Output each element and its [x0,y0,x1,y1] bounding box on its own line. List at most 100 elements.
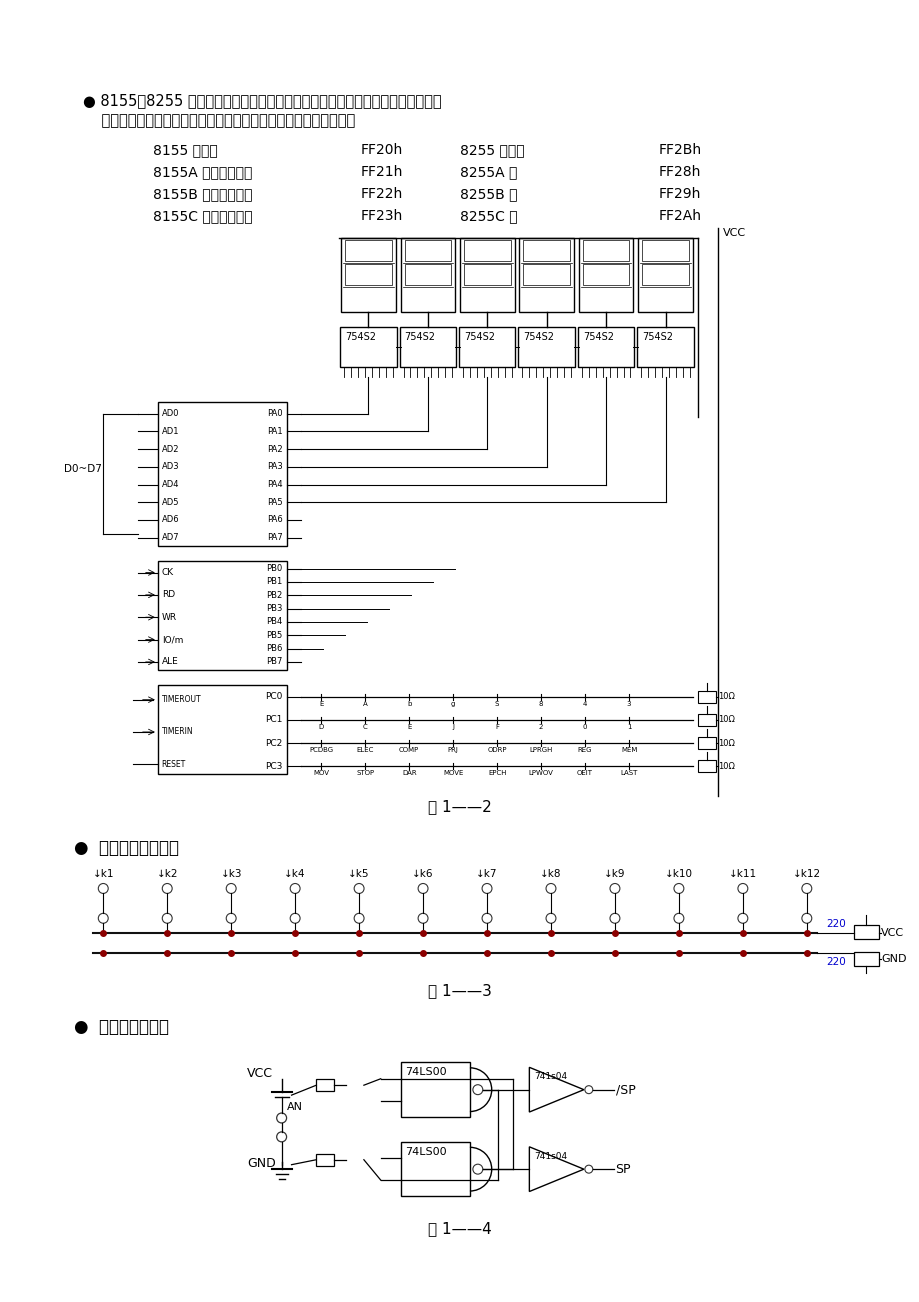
Text: AD4: AD4 [162,480,179,490]
Text: PB1: PB1 [267,577,282,586]
Text: 图 1——2: 图 1——2 [427,799,492,814]
Text: 754S2: 754S2 [583,332,613,342]
Text: 741s04: 741s04 [534,1073,567,1081]
Text: 754S2: 754S2 [345,332,376,342]
Text: b: b [406,700,411,707]
Text: ↓k12: ↓k12 [792,868,820,879]
Circle shape [584,1165,592,1173]
Bar [404,264,450,285]
Text: MEM: MEM [620,747,637,753]
Text: 754S2: 754S2 [641,332,673,342]
Text: MOV: MOV [313,771,329,776]
Text: TIMEROUT: TIMEROUT [162,695,201,704]
Circle shape [417,913,427,923]
Text: COMP: COMP [399,747,419,753]
Text: 图 1——4: 图 1——4 [427,1221,492,1237]
Circle shape [354,884,364,893]
Bar [854,926,879,939]
Text: 图 1——3: 图 1——3 [427,983,492,997]
Circle shape [482,884,492,893]
Text: D0~D7: D0~D7 [63,464,101,474]
Bar [523,240,570,260]
Text: 741s04: 741s04 [534,1152,567,1161]
Circle shape [482,913,492,923]
Bar [316,1079,334,1091]
Circle shape [98,913,108,923]
Text: PA4: PA4 [267,480,282,490]
Text: F: F [494,724,499,730]
Text: ALE: ALE [162,658,178,667]
Bar [637,327,693,367]
Text: g: g [450,700,455,707]
Bar [459,327,515,367]
Circle shape [609,884,619,893]
Circle shape [546,884,555,893]
Circle shape [674,913,683,923]
Text: VCC: VCC [880,928,903,939]
Text: 2: 2 [539,724,543,730]
Bar [583,240,629,260]
Circle shape [277,1113,287,1122]
Text: PB0: PB0 [267,564,282,573]
Text: ↓k9: ↓k9 [604,868,625,879]
Text: ↓k6: ↓k6 [412,868,434,879]
Text: OEIT: OEIT [576,771,593,776]
Bar [641,240,688,260]
Text: PA1: PA1 [267,427,282,436]
Bar [400,1062,470,1117]
Bar [463,264,510,285]
Text: ↓k10: ↓k10 [664,868,692,879]
Text: ↓k4: ↓k4 [284,868,305,879]
Bar [638,238,692,312]
Circle shape [472,1085,482,1095]
Text: S: S [494,700,499,707]
Text: GND: GND [246,1156,276,1169]
Text: 8255C 口: 8255C 口 [460,208,517,223]
Text: FF28h: FF28h [657,165,699,180]
Text: AN: AN [287,1101,302,1112]
Text: FF22h: FF22h [360,187,403,201]
Text: RESET: RESET [162,760,186,768]
Text: 10Ω: 10Ω [717,738,733,747]
Text: 754S2: 754S2 [523,332,554,342]
Text: FF23h: FF23h [360,208,403,223]
Circle shape [162,884,172,893]
Text: PB2: PB2 [267,591,282,600]
Text: 3: 3 [626,700,630,707]
Circle shape [162,913,172,923]
Text: TIMERIN: TIMERIN [162,728,193,737]
Text: ELEC: ELEC [357,747,373,753]
Text: J: J [452,724,454,730]
Text: 0: 0 [583,724,586,730]
Text: IO/m: IO/m [162,635,183,644]
Bar [460,238,514,312]
Circle shape [226,913,236,923]
Text: PA0: PA0 [267,409,282,418]
Circle shape [737,884,747,893]
Text: PA2: PA2 [267,444,282,453]
Circle shape [801,913,811,923]
Bar [404,240,450,260]
Text: /SP: /SP [615,1083,635,1096]
Circle shape [277,1131,287,1142]
Text: ↓k5: ↓k5 [348,868,369,879]
Text: MOVE: MOVE [443,771,463,776]
Text: AD5: AD5 [162,497,179,506]
Bar [577,327,634,367]
Bar [698,760,715,772]
Circle shape [472,1164,482,1174]
Circle shape [417,884,427,893]
Text: PB7: PB7 [266,658,282,667]
Text: FF20h: FF20h [360,143,403,158]
Text: E: E [319,700,323,707]
Circle shape [289,884,300,893]
Bar [340,327,396,367]
Bar [698,737,715,749]
Text: A: A [362,700,368,707]
Circle shape [546,913,555,923]
Text: EPCH: EPCH [487,771,505,776]
Text: PB5: PB5 [267,630,282,639]
Text: C: C [362,724,368,730]
Text: REG: REG [577,747,592,753]
Text: ●  逻辑电平开关电路: ● 逻辑电平开关电路 [74,838,178,857]
